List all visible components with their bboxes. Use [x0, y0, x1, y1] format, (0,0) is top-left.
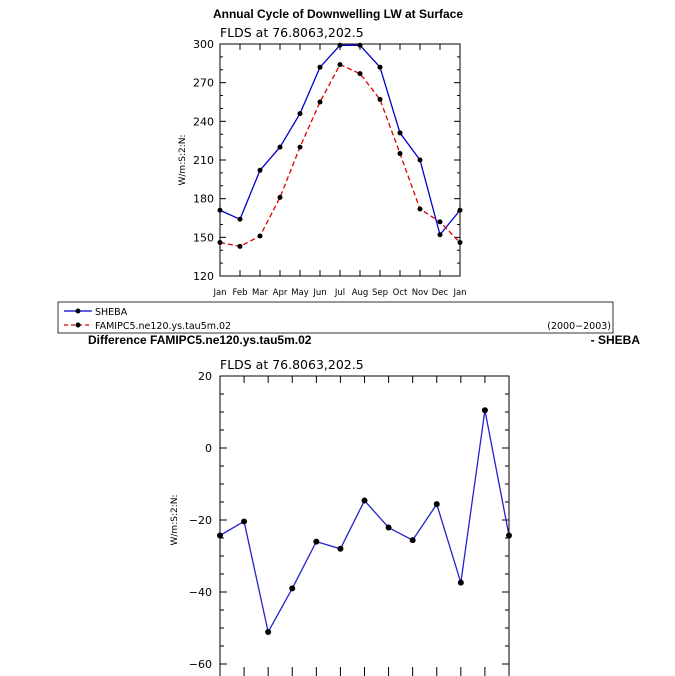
top-x-tick-label: Apr	[273, 288, 288, 298]
bottom-y-tick-label: −60	[189, 658, 212, 671]
bottom-data-point	[457, 579, 464, 586]
legend-model-label: FAMIPC5.ne120.ys.tau5m.02	[95, 321, 231, 332]
top-y-tick-label: 270	[193, 77, 214, 90]
top-series-line-model	[219, 63, 461, 248]
top-y-tick-label: 240	[193, 115, 214, 128]
legend-sheba-marker	[75, 308, 81, 314]
top-x-tick-label: Nov	[412, 288, 429, 298]
legend-box	[57, 301, 614, 334]
difference-chart: Difference FAMIPC5.ne120.ys.tau5m.02 - S…	[88, 333, 640, 676]
top-data-point-model	[257, 233, 263, 239]
top-x-tick-label: Jan	[212, 288, 226, 298]
bottom-chart-title-right: - SHEBA	[591, 333, 641, 347]
bottom-chart-plot-frame	[219, 375, 510, 676]
top-data-point-model	[377, 96, 383, 102]
bottom-data-point	[289, 585, 296, 592]
bottom-data-point	[241, 518, 248, 525]
bottom-y-tick-label: −20	[189, 514, 212, 527]
top-data-point-model	[357, 71, 363, 77]
top-x-tick-label: Mar	[252, 288, 269, 298]
bottom-data-point	[433, 501, 440, 508]
bottom-data-point	[361, 497, 368, 504]
bottom-data-point	[337, 545, 344, 552]
top-data-point-model	[417, 206, 423, 212]
top-y-tick-label: 180	[193, 193, 214, 206]
legend-sheba-label: SHEBA	[95, 307, 128, 318]
bottom-data-point	[409, 537, 416, 544]
bottom-data-point	[385, 524, 392, 531]
top-y-tick-label: 300	[193, 38, 214, 51]
top-x-tick-label: Aug	[352, 288, 369, 298]
top-x-tick-label: May	[291, 288, 309, 298]
top-chart-title: Annual Cycle of Downwelling LW at Surfac…	[213, 7, 463, 21]
bottom-data-point	[313, 538, 320, 545]
top-data-point-sheba	[237, 216, 243, 222]
top-chart-subtitle: FLDS at 76.8063,202.5	[220, 25, 364, 40]
bottom-y-tick-label: 0	[205, 442, 212, 455]
top-y-tick-label: 210	[193, 154, 214, 167]
top-series-line-sheba	[219, 44, 461, 237]
top-x-tick-label: Sep	[372, 288, 388, 298]
top-y-tick-label: 120	[193, 270, 214, 283]
legend: SHEBA FAMIPC5.ne120.ys.tau5m.02 (2000−20…	[57, 301, 614, 334]
top-data-point-model	[297, 144, 303, 150]
top-data-point-model	[437, 219, 443, 225]
top-y-tick-label: 150	[193, 231, 214, 244]
top-chart-plot-frame	[219, 43, 461, 277]
bottom-data-point	[481, 407, 488, 414]
top-data-point-model	[337, 62, 343, 68]
top-data-point-sheba	[257, 167, 263, 173]
top-x-tick-label: Jun	[312, 288, 326, 298]
bottom-chart-subtitle: FLDS at 76.8063,202.5	[220, 357, 364, 372]
top-data-point-sheba	[277, 144, 283, 150]
bottom-y-tick-label: −40	[189, 586, 212, 599]
bottom-y-tick-label: 20	[198, 370, 212, 383]
top-x-tick-label: Oct	[393, 288, 408, 298]
bottom-series-line	[219, 410, 510, 634]
top-data-point-sheba	[437, 232, 443, 238]
bottom-chart-title-left: Difference FAMIPC5.ne120.ys.tau5m.02	[88, 333, 312, 347]
top-x-tick-label: Jan	[452, 288, 466, 298]
legend-period: (2000−2003)	[547, 321, 611, 332]
annual-cycle-chart: Annual Cycle of Downwelling LW at Surfac…	[178, 7, 467, 298]
top-x-tick-label: Jul	[334, 288, 345, 298]
bottom-chart-ylabel: W/m:S:2:N:	[170, 495, 180, 546]
top-data-point-sheba	[297, 111, 303, 117]
top-chart-ylabel: W/m:S:2:N:	[178, 135, 188, 186]
top-data-point-model	[317, 99, 323, 105]
top-x-tick-label: Dec	[432, 288, 449, 298]
legend-model-marker	[75, 322, 81, 328]
top-x-tick-label: Feb	[232, 288, 247, 298]
bottom-data-point	[265, 628, 272, 635]
top-data-point-sheba	[377, 64, 383, 70]
top-data-point-model	[277, 194, 283, 200]
top-data-point-model	[397, 151, 403, 157]
top-data-point-sheba	[417, 157, 423, 163]
top-data-point-sheba	[317, 64, 323, 70]
top-data-point-model	[237, 243, 243, 249]
top-data-point-sheba	[397, 130, 403, 136]
